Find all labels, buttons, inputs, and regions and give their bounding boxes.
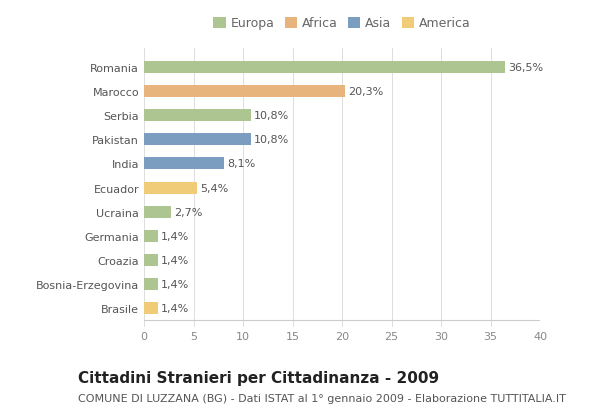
Bar	[144, 254, 158, 266]
Text: 1,4%: 1,4%	[161, 279, 189, 290]
Text: 36,5%: 36,5%	[508, 63, 544, 73]
Bar	[144, 158, 224, 170]
Legend: Europa, Africa, Asia, America: Europa, Africa, Asia, America	[209, 13, 475, 34]
Text: 1,4%: 1,4%	[161, 231, 189, 241]
Bar	[144, 206, 171, 218]
Text: 8,1%: 8,1%	[227, 159, 256, 169]
Text: 5,4%: 5,4%	[200, 183, 229, 193]
Bar	[144, 110, 251, 122]
Bar	[144, 303, 158, 315]
Text: 1,4%: 1,4%	[161, 255, 189, 265]
Text: 10,8%: 10,8%	[254, 111, 289, 121]
Bar	[144, 86, 345, 98]
Text: COMUNE DI LUZZANA (BG) - Dati ISTAT al 1° gennaio 2009 - Elaborazione TUTTITALIA: COMUNE DI LUZZANA (BG) - Dati ISTAT al 1…	[78, 393, 566, 403]
Text: 2,7%: 2,7%	[174, 207, 202, 217]
Text: 20,3%: 20,3%	[348, 87, 383, 97]
Text: 10,8%: 10,8%	[254, 135, 289, 145]
Bar	[144, 182, 197, 194]
Bar	[144, 279, 158, 290]
Bar	[144, 62, 505, 74]
Text: Cittadini Stranieri per Cittadinanza - 2009: Cittadini Stranieri per Cittadinanza - 2…	[78, 370, 439, 385]
Text: 1,4%: 1,4%	[161, 303, 189, 314]
Bar	[144, 230, 158, 242]
Bar	[144, 134, 251, 146]
